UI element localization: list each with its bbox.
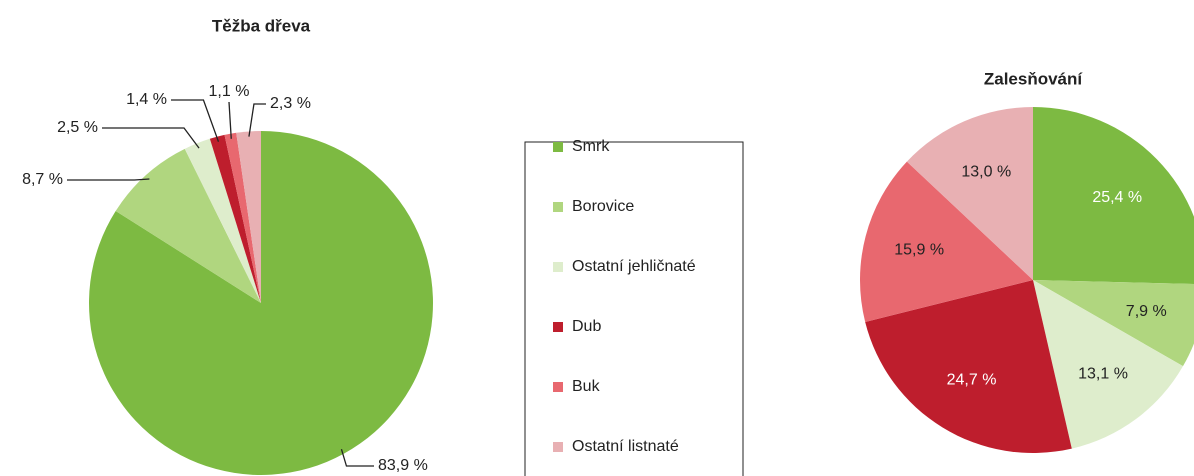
pie-slice xyxy=(1033,280,1194,367)
data-label: 2,5 % xyxy=(57,119,98,136)
legend-label: Borovice xyxy=(572,198,634,215)
data-label: 83,9 % xyxy=(378,457,428,474)
leader-line xyxy=(228,101,232,139)
leader-line xyxy=(171,99,220,142)
pie-slice xyxy=(209,134,261,303)
data-label: 15,9 % xyxy=(894,242,944,259)
leader-line xyxy=(102,127,200,149)
pie-slice xyxy=(860,161,1033,322)
legend-box xyxy=(524,141,744,476)
data-label: 13,0 % xyxy=(961,163,1011,180)
pie-slice xyxy=(1033,280,1184,449)
legend-label: Buk xyxy=(572,378,601,395)
legend-swatch xyxy=(553,322,563,332)
pie-slice xyxy=(1033,107,1194,285)
data-label: 2,3 % xyxy=(270,95,311,112)
chart-title: Zalesňování xyxy=(984,69,1084,88)
data-label: 13,1 % xyxy=(1078,366,1128,383)
pie-slice xyxy=(865,280,1072,453)
legend-label: Smrk xyxy=(572,138,610,155)
leader-line xyxy=(67,178,150,181)
legend-label: Ostatní listnaté xyxy=(572,438,679,455)
pie-slice xyxy=(224,132,261,303)
leader-line xyxy=(248,103,266,137)
legend-label: Dub xyxy=(572,318,601,335)
data-label: 7,9 % xyxy=(1126,303,1167,320)
data-label: 24,7 % xyxy=(947,372,997,389)
pie-slice xyxy=(236,131,261,303)
leader-line xyxy=(340,448,374,467)
data-label: 8,7 % xyxy=(22,171,63,188)
legend-swatch xyxy=(553,262,563,272)
pie-slice xyxy=(906,107,1033,280)
data-label: 25,4 % xyxy=(1092,189,1142,206)
legend-swatch xyxy=(553,382,563,392)
legend-label: Ostatní jehličnaté xyxy=(572,258,696,275)
legend-swatch xyxy=(553,142,563,152)
legend-swatch xyxy=(553,442,563,452)
pie-slice xyxy=(184,138,261,303)
chart-title: Těžba dřeva xyxy=(212,16,311,35)
data-label: 1,1 % xyxy=(209,83,250,100)
pie-slice xyxy=(115,148,261,303)
legend-swatch xyxy=(553,202,563,212)
data-label: 1,4 % xyxy=(126,91,167,108)
